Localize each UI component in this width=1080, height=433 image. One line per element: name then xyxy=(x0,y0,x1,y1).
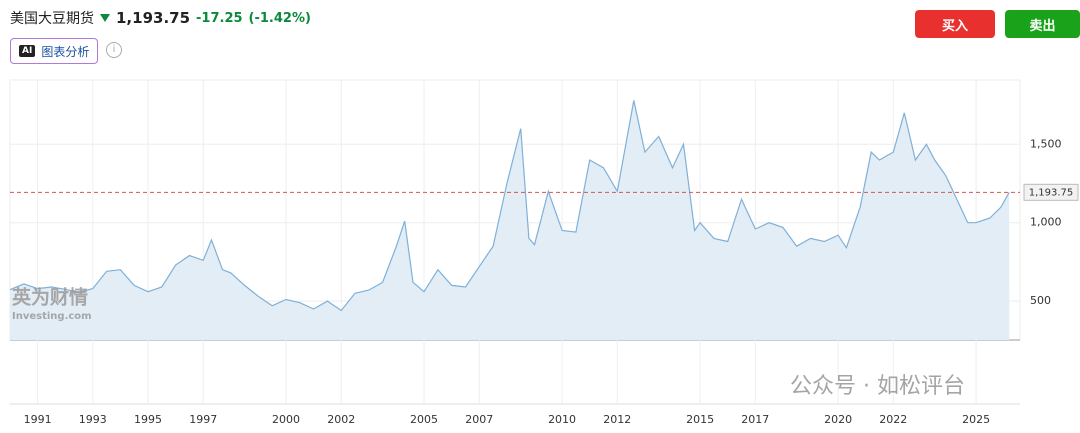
x-tick-label: 2000 xyxy=(272,413,300,426)
price: 1,193.75 xyxy=(116,9,191,27)
y-tick-label: 1,000 xyxy=(1030,216,1062,229)
ai-button[interactable]: AI 图表分析 xyxy=(10,38,99,64)
info-icon[interactable]: i xyxy=(106,42,122,58)
x-tick-label: 1995 xyxy=(134,413,162,426)
x-tick-label: 2015 xyxy=(686,413,714,426)
down-arrow xyxy=(100,14,110,22)
x-tick-label: 1993 xyxy=(79,413,107,426)
x-tick-label: 1991 xyxy=(24,413,52,426)
y-tick-label: 1,500 xyxy=(1030,137,1062,150)
x-tick-label: 2005 xyxy=(410,413,438,426)
brand-sub-watermark: Investing.com xyxy=(12,311,92,322)
x-tick-label: 2010 xyxy=(548,413,576,426)
buy-button[interactable]: 买入 xyxy=(915,10,995,38)
change-pct: (-1.42%) xyxy=(248,10,311,26)
x-tick-label: 2012 xyxy=(603,413,631,426)
x-tick-label: 2020 xyxy=(824,413,852,426)
area xyxy=(10,100,1010,341)
ai-tag: AI xyxy=(19,45,36,57)
change: -17.25 xyxy=(196,10,243,26)
ai-label: 图表分析 xyxy=(41,44,90,59)
wechat-watermark: 公众号 · 如松评台 xyxy=(790,374,965,399)
y-tick-label: 500 xyxy=(1030,294,1051,307)
sell-button[interactable]: 卖出 xyxy=(1005,10,1080,38)
x-tick-label: 1997 xyxy=(189,413,217,426)
x-tick-label: 2022 xyxy=(879,413,907,426)
last-price-box xyxy=(1023,183,1079,201)
header: 美国大豆期货 1,193.75 -17.25 (-1.42%) xyxy=(10,8,311,28)
x-tick-label: 2007 xyxy=(465,413,493,426)
x-tick-label: 2017 xyxy=(741,413,769,426)
x-tick-label: 2025 xyxy=(962,413,990,426)
title: 美国大豆期货 xyxy=(10,11,94,27)
brand-watermark: 英为财情 xyxy=(12,286,88,309)
last-price-label: 1,193.75 xyxy=(1029,187,1074,198)
x-tick-label: 2002 xyxy=(327,413,355,426)
price-line xyxy=(9,100,1010,312)
